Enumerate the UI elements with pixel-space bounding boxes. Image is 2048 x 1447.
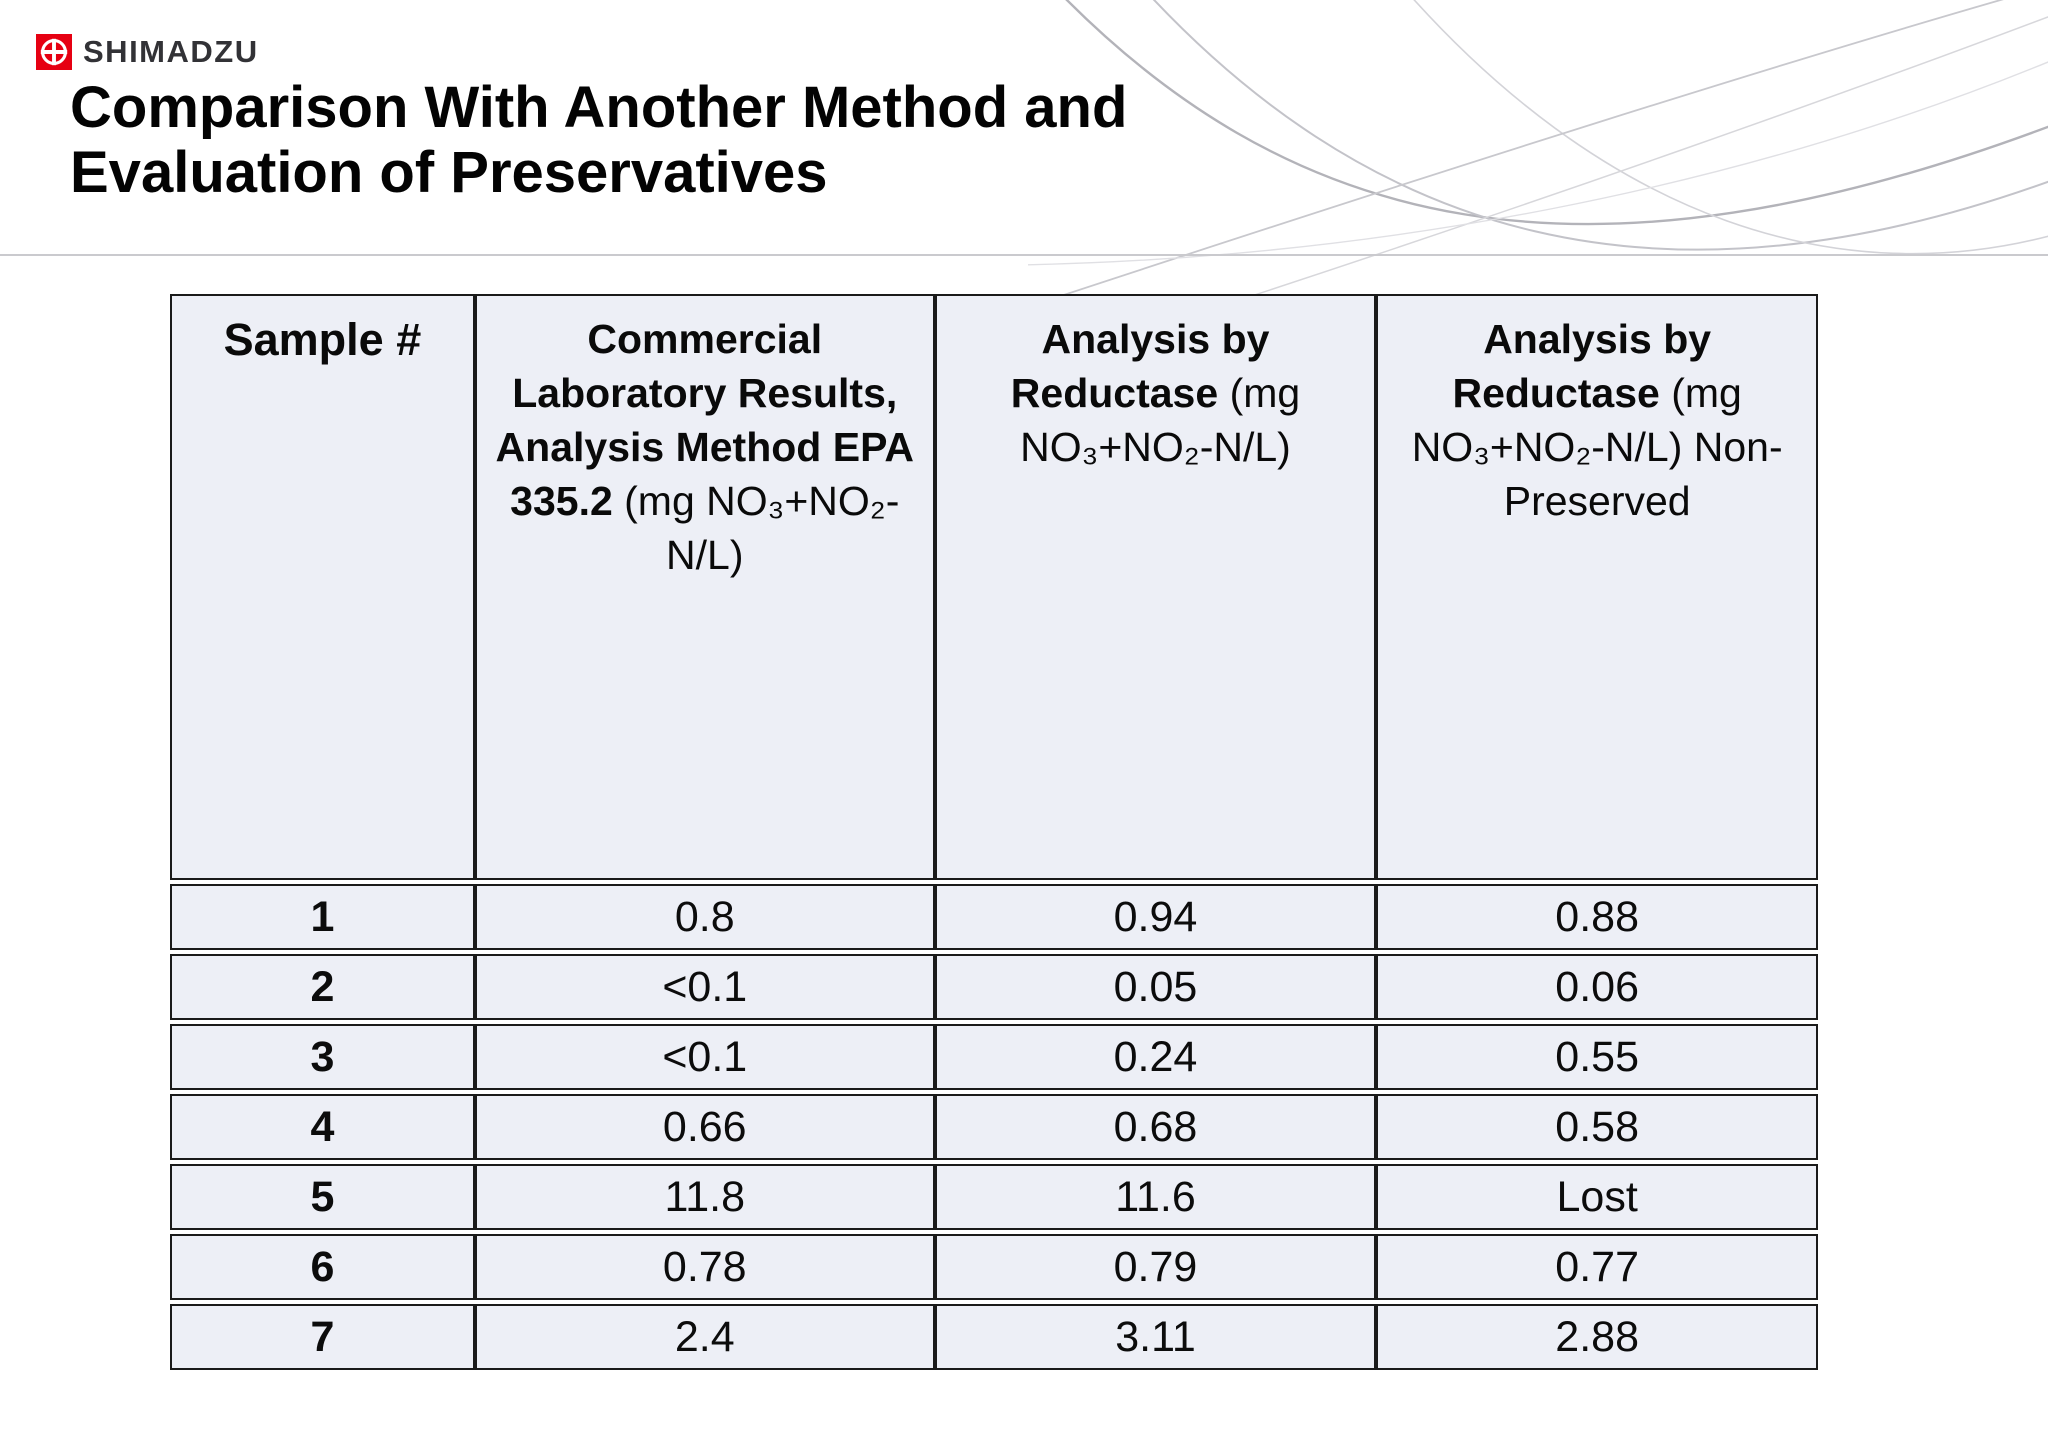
brand-name: SHIMADZU [83,34,259,69]
cell-sample: 4 [170,1094,475,1160]
cell-reductase: 11.6 [934,1164,1377,1230]
cell-reductase: 0.79 [934,1234,1377,1300]
cell-sample: 3 [170,1024,475,1090]
header-unit: (mg NO₃+NO₂-N/L) [612,478,900,579]
cell-nonpreserved: 0.77 [1376,1234,1818,1300]
table-row: 3 <0.1 0.24 0.55 [170,1024,1818,1090]
cell-nonpreserved: 0.06 [1376,954,1818,1020]
header-unit: (mg NO₃+NO₂-N/L) Non-Preserved [1411,370,1783,525]
cell-sample: 2 [170,954,475,1020]
header-text: Sample # [223,314,422,365]
brand-logo: SHIMADZU [36,34,259,70]
cell-nonpreserved: Lost [1376,1164,1818,1230]
cell-sample: 7 [170,1304,475,1370]
cell-nonpreserved: 2.88 [1376,1304,1818,1370]
table-row: 2 <0.1 0.05 0.06 [170,954,1818,1020]
cell-epa: 0.66 [474,1094,935,1160]
cell-sample: 1 [170,884,475,950]
col-header-sample: Sample # [170,294,475,880]
results-table: Sample # Commercial Laboratory Results, … [170,290,1818,1374]
title-divider [0,254,2048,256]
page-title: Comparison With Another Method and Evalu… [70,75,1128,205]
cell-epa: <0.1 [474,954,935,1020]
cell-nonpreserved: 0.55 [1376,1024,1818,1090]
col-header-epa: Commercial Laboratory Results, Analysis … [474,294,935,880]
col-header-reductase: Analysis by Reductase (mg NO₃+NO₂-N/L) [934,294,1377,880]
table-row: 6 0.78 0.79 0.77 [170,1234,1818,1300]
cell-sample: 5 [170,1164,475,1230]
shimadzu-logo-icon [36,34,72,70]
cell-nonpreserved: 0.58 [1376,1094,1818,1160]
table-row: 1 0.8 0.94 0.88 [170,884,1818,950]
cell-sample: 6 [170,1234,475,1300]
cell-epa: <0.1 [474,1024,935,1090]
cell-epa: 0.78 [474,1234,935,1300]
cell-nonpreserved: 0.88 [1376,884,1818,950]
cell-reductase: 3.11 [934,1304,1377,1370]
table-row: 4 0.66 0.68 0.58 [170,1094,1818,1160]
cell-epa: 11.8 [474,1164,935,1230]
table-row: 7 2.4 3.11 2.88 [170,1304,1818,1370]
col-header-reductase-nonpreserved: Analysis by Reductase (mg NO₃+NO₂-N/L) N… [1376,294,1818,880]
cell-epa: 2.4 [474,1304,935,1370]
cell-reductase: 0.94 [934,884,1377,950]
cell-reductase: 0.24 [934,1024,1377,1090]
header-row: Sample # Commercial Laboratory Results, … [170,294,1818,880]
table-row: 5 11.8 11.6 Lost [170,1164,1818,1230]
header-text: Analysis by Reductase [1452,316,1712,417]
cell-epa: 0.8 [474,884,935,950]
header-unit: (mg NO₃+NO₂-N/L) [1020,370,1301,471]
cell-reductase: 0.68 [934,1094,1377,1160]
header-text: Commercial Laboratory Results, Analysis … [495,316,914,525]
cell-reductase: 0.05 [934,954,1377,1020]
header-text: Analysis by Reductase [1010,316,1270,417]
decorative-curves [1028,0,2048,310]
